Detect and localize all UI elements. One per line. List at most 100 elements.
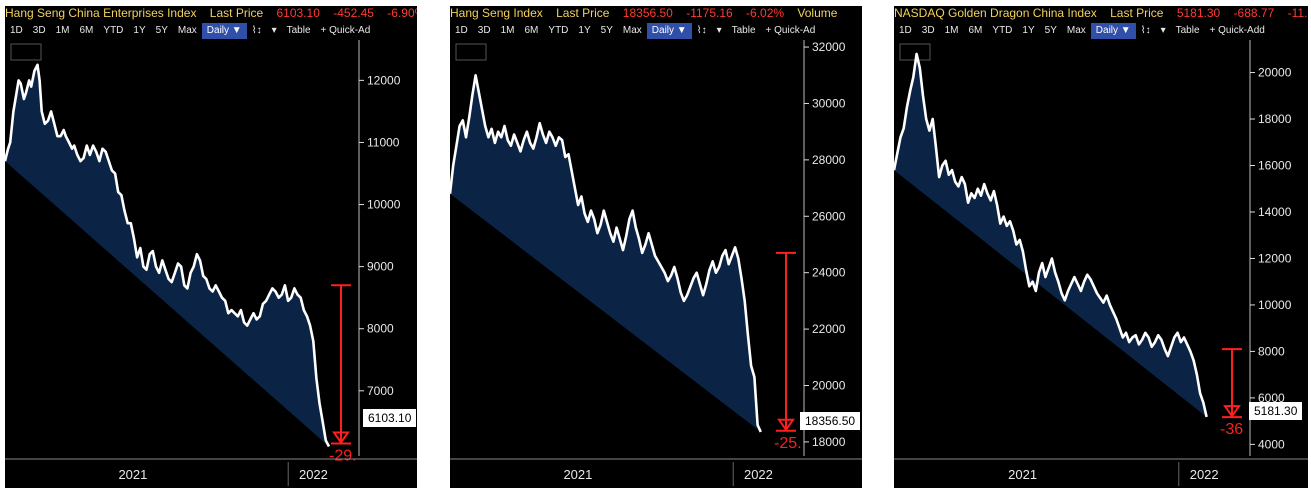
toolbar-item-12[interactable]: + Quick-Ad: [765, 25, 816, 36]
last-price-tag: 5181.30: [1249, 402, 1303, 420]
toolbar-item-5[interactable]: 1Y: [133, 25, 146, 36]
price-change-pct: -11.73%: [1287, 6, 1308, 20]
toolbar-item-3[interactable]: 6M: [524, 25, 539, 36]
y-tick-label: 22000: [812, 322, 846, 336]
toolbar-item-11[interactable]: Table: [286, 25, 311, 36]
price-area: [894, 53, 1207, 417]
toolbar-item-6[interactable]: 5Y: [155, 25, 168, 36]
last-price-label: Last Price: [1110, 6, 1164, 20]
title-bar: NASDAQ Golden Dragon China Index Last Pr…: [894, 6, 1308, 21]
toolbar-item-10[interactable]: ▾: [1160, 25, 1166, 36]
price-change: -452.45: [333, 6, 374, 20]
y-tick-label: 20000: [812, 378, 846, 392]
x-year-label: 2022: [1190, 467, 1219, 482]
toolbar-item-6[interactable]: 5Y: [1044, 25, 1057, 36]
price-change: -688.77: [1233, 6, 1275, 20]
drop-arrow-icon: [1223, 405, 1241, 418]
toolbar-item-10[interactable]: ▾: [716, 25, 722, 36]
toolbar-item-7[interactable]: Max: [1066, 25, 1086, 36]
drop-arrow-icon: [777, 418, 795, 432]
toolbar-item-7[interactable]: Max: [622, 25, 642, 36]
drop-arrow-icon: [332, 431, 350, 445]
toolbar-item-4[interactable]: YTD: [548, 25, 569, 36]
y-tick-label: 12000: [1258, 251, 1292, 265]
price-area: [5, 64, 329, 447]
index-name: Hang Seng China Enterprises Index: [5, 6, 197, 20]
toolbar: 1D 3D 1M 6M YTD 1Y 5Y Max Daily ▼ ⌇↕ ▾ Table + Quick…: [5, 23, 417, 39]
chart-panel-1: Hang Seng China Enterprises Index Last P…: [5, 6, 417, 488]
last-price-label: Last Price: [556, 6, 610, 20]
chart-panel-3: NASDAQ Golden Dragon China Index Last Pr…: [894, 6, 1308, 488]
toolbar-item-2[interactable]: 1M: [944, 25, 959, 36]
chart-panel-2: Hang Seng Index Last Price 18356.50 -117…: [450, 6, 862, 488]
x-year-label: 2022: [744, 467, 773, 482]
y-tick-label: 8000: [367, 322, 394, 336]
chart-type-icon: [455, 43, 487, 61]
y-tick-label: 20000: [1258, 66, 1292, 80]
toolbar-item-1[interactable]: 3D: [921, 25, 935, 36]
toolbar-item-8[interactable]: Daily ▼: [646, 23, 692, 39]
price-chart: 18000 20000 22000 24000 26000 28000 30000 32000…: [450, 40, 862, 486]
toolbar-item-12[interactable]: + Quick-Add: [1209, 25, 1265, 36]
y-tick-label: 7000: [367, 384, 394, 398]
y-tick-label: 26000: [812, 209, 846, 223]
toolbar-item-8[interactable]: Daily ▼: [1090, 23, 1136, 39]
x-year-label: 2021: [118, 467, 147, 482]
y-tick-label: 6000: [1258, 391, 1285, 405]
toolbar-item-0[interactable]: 1D: [10, 25, 23, 36]
toolbar-item-1[interactable]: 3D: [477, 25, 491, 36]
toolbar-item-12[interactable]: + Quick-Ad: [320, 25, 371, 36]
toolbar: 1D 3D 1M 6M YTD 1Y 5Y Max Daily ▼ ⌇↕ ▾ Table + Quick…: [450, 23, 862, 39]
toolbar-item-11[interactable]: Table: [731, 25, 756, 36]
y-tick-label: 24000: [812, 266, 846, 280]
toolbar-item-2[interactable]: 1M: [55, 25, 70, 36]
y-tick-label: 30000: [812, 96, 846, 110]
toolbar-item-0[interactable]: 1D: [455, 25, 468, 36]
y-tick-label: 14000: [1258, 205, 1292, 219]
toolbar-item-6[interactable]: 5Y: [600, 25, 613, 36]
chart-type-icon: [10, 43, 42, 61]
price-line: [894, 52, 1208, 418]
toolbar-item-5[interactable]: 1Y: [1022, 25, 1035, 36]
price-line: [5, 63, 331, 448]
toolbar: 1D 3D 1M 6M YTD 1Y 5Y Max Daily ▼ ⌇↕ ▾ Table + Quick…: [894, 23, 1308, 39]
y-tick-label: 18000: [1258, 112, 1292, 126]
price-chart: 4000 6000 8000 10000 12000 14000 16000 18000 200…: [894, 40, 1308, 486]
y-tick-label: 18000: [812, 435, 846, 449]
x-year-label: 2022: [299, 467, 328, 482]
toolbar-item-2[interactable]: 1M: [500, 25, 515, 36]
toolbar-item-4[interactable]: YTD: [992, 25, 1013, 36]
y-tick-label: 12000: [367, 73, 401, 87]
y-tick-label: 32000: [812, 40, 846, 54]
toolbar-item-1[interactable]: 3D: [32, 25, 46, 36]
index-name: Hang Seng Index: [450, 6, 543, 20]
toolbar-item-9[interactable]: ⌇↕: [696, 25, 707, 36]
drop-percent-label: -36: [1220, 421, 1243, 438]
price-change: -1175.16: [686, 6, 733, 20]
toolbar-item-9[interactable]: ⌇↕: [1140, 25, 1151, 36]
x-year-label: 2021: [563, 467, 592, 482]
y-tick-label: 16000: [1258, 158, 1292, 172]
price-change-pct: -6.02%: [746, 6, 785, 20]
last-price-tag: 6103.10: [363, 409, 417, 427]
toolbar-item-8[interactable]: Daily ▼: [201, 23, 247, 39]
title-bar: Hang Seng Index Last Price 18356.50 -117…: [450, 6, 862, 21]
toolbar-item-7[interactable]: Max: [177, 25, 197, 36]
toolbar-item-4[interactable]: YTD: [103, 25, 124, 36]
toolbar-item-3[interactable]: 6M: [79, 25, 94, 36]
x-year-label: 2021: [1008, 467, 1037, 482]
last-price-value: 18356.50: [622, 6, 673, 20]
toolbar-item-3[interactable]: 6M: [968, 25, 983, 36]
toolbar-item-9[interactable]: ⌇↕: [251, 25, 262, 36]
price-area: [450, 75, 761, 432]
y-tick-label: 10000: [1258, 298, 1292, 312]
toolbar-item-5[interactable]: 1Y: [578, 25, 591, 36]
toolbar-item-11[interactable]: Table: [1175, 25, 1200, 36]
toolbar-item-0[interactable]: 1D: [899, 25, 912, 36]
y-tick-label: 10000: [367, 198, 401, 212]
title-bar: Hang Seng China Enterprises Index Last P…: [5, 6, 417, 21]
last-price-value: 6103.10: [276, 6, 320, 20]
last-price-tag: 18356.50: [800, 412, 861, 430]
y-tick-label: 9000: [367, 260, 394, 274]
toolbar-item-10[interactable]: ▾: [271, 25, 277, 36]
